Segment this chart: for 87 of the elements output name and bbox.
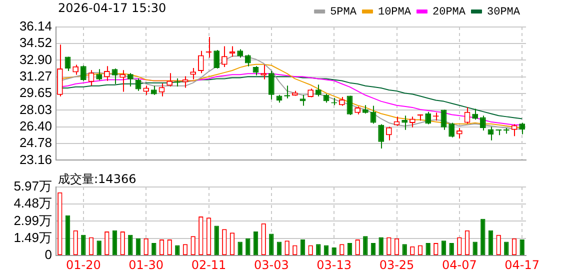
- y-tick-label: 2.99万: [14, 212, 52, 228]
- candlestick: [346, 95, 353, 116]
- candlestick: [120, 70, 126, 92]
- bar: [347, 242, 352, 256]
- candlestick: [214, 49, 220, 70]
- candlestick: [440, 109, 447, 130]
- y-tick-label: 31.27: [19, 68, 52, 84]
- y-tick-label: 24.78: [19, 135, 52, 150]
- bar: [152, 242, 156, 256]
- bar: [96, 240, 102, 256]
- bar: [520, 240, 524, 256]
- chart-title: 成交量:14366: [58, 171, 136, 188]
- bar: [504, 242, 509, 256]
- bar: [214, 226, 219, 256]
- candlestick: [268, 70, 274, 100]
- bar: [253, 231, 258, 256]
- y-tick-label: 32.90: [19, 52, 52, 67]
- bar: [136, 238, 141, 256]
- x-tick-label: 03-03: [254, 258, 289, 272]
- chart-title: 2026-04-17 15:30: [58, 1, 166, 15]
- y-tick-label: 26.40: [19, 118, 52, 134]
- bar: [363, 236, 368, 256]
- x-tick-label: 03-13: [316, 258, 352, 272]
- x-tick-label: 04-07: [442, 258, 477, 272]
- legend-label: 30PMA: [486, 6, 520, 18]
- bar: [488, 230, 494, 256]
- bar: [81, 234, 86, 256]
- candlestick: [496, 130, 502, 136]
- bar: [472, 242, 478, 256]
- candlestick: [206, 36, 212, 58]
- x-tick-label: 02-11: [191, 258, 226, 272]
- y-tick-label: 1.49万: [14, 230, 52, 246]
- candlestick: [260, 64, 267, 80]
- y-tick-label: 23.16: [19, 152, 52, 167]
- bar: [128, 234, 133, 256]
- y-tick-label: 5.97万: [14, 178, 52, 194]
- bar: [238, 242, 242, 256]
- x-tick-label: 04-17: [504, 258, 540, 272]
- x-tick-label: 03-25: [379, 258, 414, 272]
- bar: [276, 242, 282, 256]
- bar: [449, 242, 454, 256]
- x-tick-label: 01-30: [128, 258, 164, 272]
- bar: [441, 240, 446, 256]
- bar: [378, 237, 384, 256]
- y-tick-label: 4.48万: [14, 196, 52, 211]
- candlestick: [198, 50, 204, 74]
- candlestick: [315, 84, 322, 97]
- bar: [426, 242, 430, 256]
- bar: [370, 242, 376, 256]
- candlestick: [166, 72, 173, 88]
- candlestick: [96, 68, 102, 81]
- candlestick: [127, 72, 134, 88]
- legend-label: 5PMA: [330, 6, 357, 18]
- candlestick: [80, 64, 86, 82]
- y-tick-label: 0: [44, 247, 52, 262]
- candlestick: [394, 116, 400, 126]
- bar: [269, 234, 274, 256]
- bar: [300, 240, 306, 256]
- candlestick: [425, 111, 432, 125]
- candlestick: [511, 124, 518, 137]
- candlestick: [221, 46, 228, 68]
- candlestick: [480, 115, 486, 132]
- bar: [112, 230, 118, 256]
- legend-label: 20PMA: [432, 6, 466, 18]
- x-tick-label: 01-20: [66, 258, 101, 272]
- y-tick-label: 28.03: [19, 102, 52, 117]
- candlestick: [519, 122, 526, 135]
- candlestick: [104, 66, 110, 82]
- candlestick: [448, 122, 455, 138]
- candlestick: [409, 116, 416, 128]
- bar: [246, 238, 250, 256]
- bar: [480, 218, 486, 256]
- bar: [175, 245, 180, 256]
- bar: [402, 244, 407, 256]
- y-tick-label: 29.65: [19, 85, 52, 100]
- bar: [316, 244, 321, 256]
- candlestick: [456, 127, 462, 140]
- candlestick: [378, 124, 384, 149]
- candlestick: [143, 85, 150, 96]
- candlestick: [190, 67, 196, 80]
- y-tick-label: 34.52: [19, 35, 52, 50]
- y-tick-label: 36.14: [19, 18, 52, 34]
- legend-label: 10PMA: [378, 6, 412, 18]
- candlestick: [158, 82, 165, 97]
- candlestick: [300, 94, 306, 106]
- bar: [65, 215, 70, 256]
- candlestick: [112, 68, 118, 85]
